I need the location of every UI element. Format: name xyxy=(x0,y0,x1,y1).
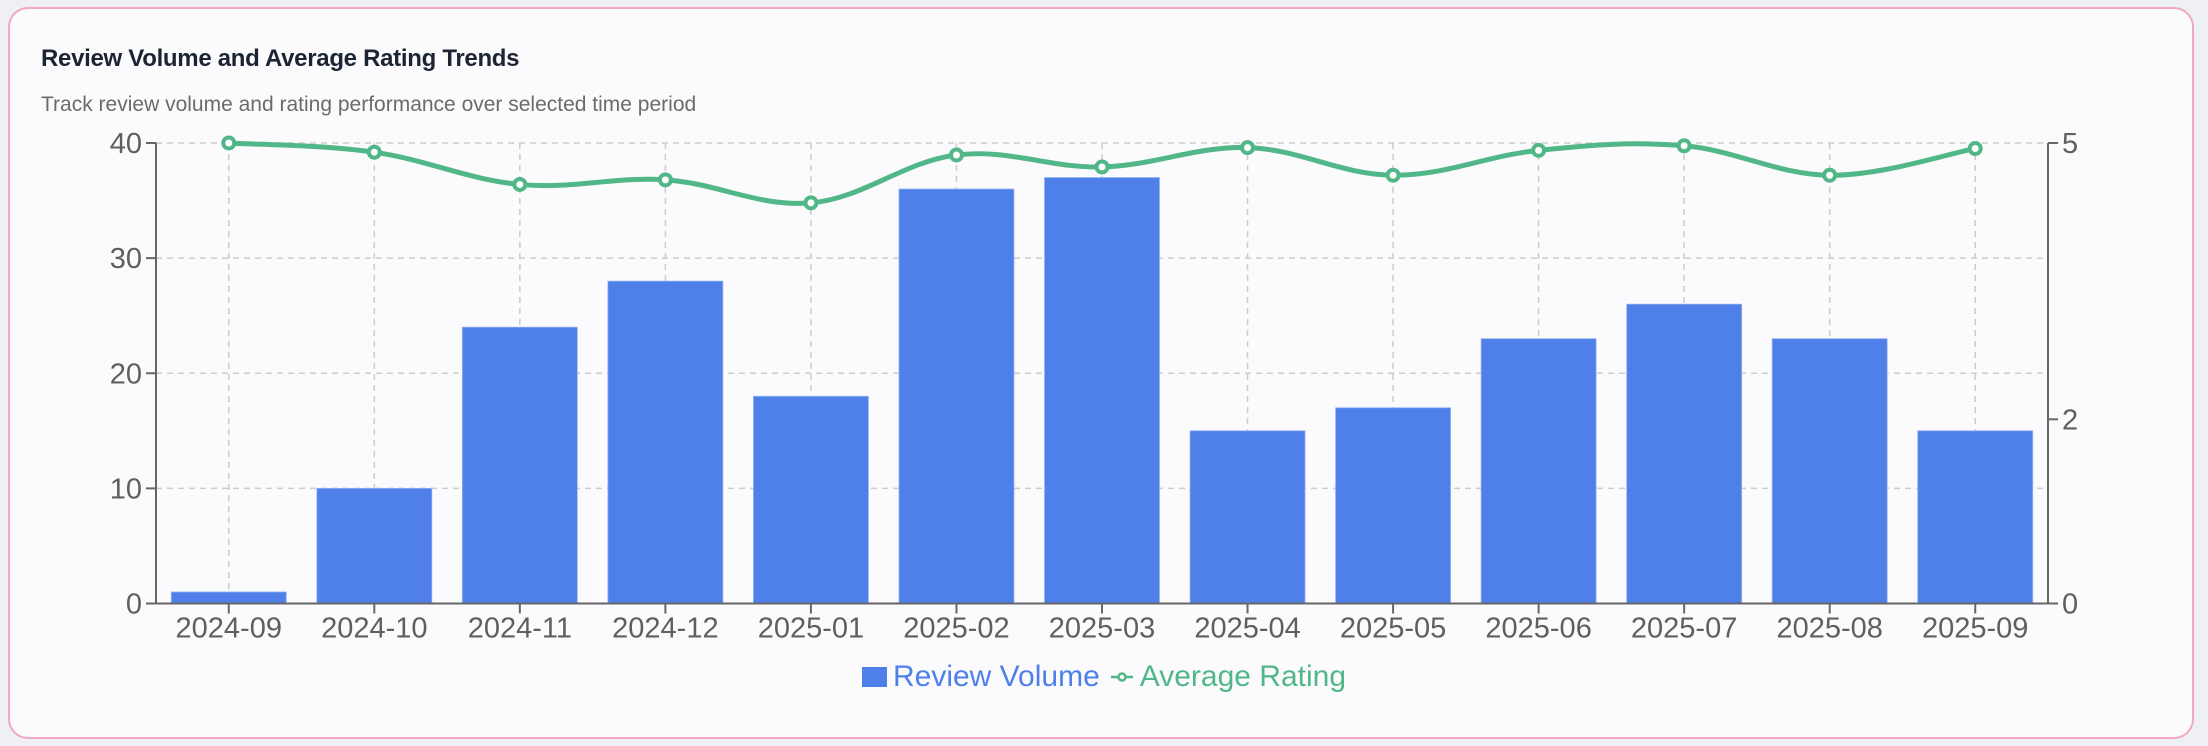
x-tick-label: 2025-07 xyxy=(1631,613,1737,645)
line-marker-icon xyxy=(1110,672,1133,682)
rating-point-2024-09 xyxy=(221,135,237,151)
left-tick-label: 10 xyxy=(110,473,142,505)
rating-point-2025-04 xyxy=(1240,140,1256,156)
bar-2024-10 xyxy=(316,487,433,604)
left-tick-label: 0 xyxy=(126,589,142,621)
rating-point-2025-07 xyxy=(1676,138,1692,154)
rating-point-2024-12 xyxy=(657,172,673,188)
bar-2025-02 xyxy=(898,188,1015,604)
x-tick-label: 2024-11 xyxy=(468,613,572,645)
x-tick-label: 2025-05 xyxy=(1340,613,1446,645)
right-tick-label: 2 xyxy=(2062,404,2078,436)
x-tick-label: 2025-09 xyxy=(1922,613,2028,645)
rating-point-2025-03 xyxy=(1094,159,1110,175)
legend: Review Volume Average Rating xyxy=(0,660,2208,694)
right-tick-label: 5 xyxy=(2062,128,2078,160)
legend-label-average-rating: Average Rating xyxy=(1139,660,1346,693)
x-tick-label: 2025-04 xyxy=(1194,613,1300,645)
x-tick-label: 2025-03 xyxy=(1049,613,1155,645)
x-tick-label: 2025-01 xyxy=(758,613,864,645)
bar-2025-07 xyxy=(1626,303,1743,604)
bar-series-review-volume xyxy=(170,177,2034,604)
rating-point-2025-06 xyxy=(1531,142,1547,158)
legend-item-average-rating[interactable]: Average Rating xyxy=(1110,660,1346,694)
x-tick-label: 2024-09 xyxy=(176,613,282,645)
bar-2024-09 xyxy=(170,591,287,604)
legend-label-review-volume: Review Volume xyxy=(892,660,1100,693)
rating-point-2024-11 xyxy=(512,176,528,192)
rating-point-2025-09 xyxy=(1967,141,1983,157)
legend-item-review-volume[interactable]: Review Volume xyxy=(861,660,1100,694)
chart-subtitle: Track review volume and rating performan… xyxy=(41,93,697,116)
bar-2025-09 xyxy=(1917,430,2034,604)
rating-point-2025-01 xyxy=(803,195,819,211)
bar-2024-11 xyxy=(461,326,578,604)
bar-2024-12 xyxy=(607,280,724,604)
bar-2025-06 xyxy=(1480,338,1597,604)
rating-point-2024-10 xyxy=(366,144,382,160)
bar-2025-05 xyxy=(1335,407,1451,604)
x-tick-label: 2024-10 xyxy=(321,613,427,645)
left-tick-label: 40 xyxy=(110,128,142,160)
bar-2025-01 xyxy=(753,395,869,604)
left-tick-label: 20 xyxy=(110,358,142,390)
x-tick-label: 2025-08 xyxy=(1776,613,1882,645)
axes: 0 10 20 30 40 0 2 5 2024-09 2024-10 2024-11 2024-12… xyxy=(110,128,2078,645)
right-tick-label: 0 xyxy=(2062,589,2078,621)
chart-title: Review Volume and Average Rating Trends xyxy=(41,45,520,72)
bar-swatch-icon xyxy=(861,667,887,687)
rating-point-2025-08 xyxy=(1822,167,1838,183)
bar-2025-08 xyxy=(1771,338,1888,604)
x-tick-label: 2024-12 xyxy=(612,613,718,645)
x-tick-label: 2025-02 xyxy=(903,613,1009,645)
left-tick-label: 30 xyxy=(110,243,142,275)
line-series-average-rating xyxy=(221,135,1983,211)
rating-point-2025-02 xyxy=(948,147,964,163)
bar-2025-03 xyxy=(1044,177,1160,604)
x-tick-label: 2025-06 xyxy=(1485,613,1591,645)
bar-2025-04 xyxy=(1189,430,1306,604)
rating-point-2025-05 xyxy=(1385,167,1401,183)
